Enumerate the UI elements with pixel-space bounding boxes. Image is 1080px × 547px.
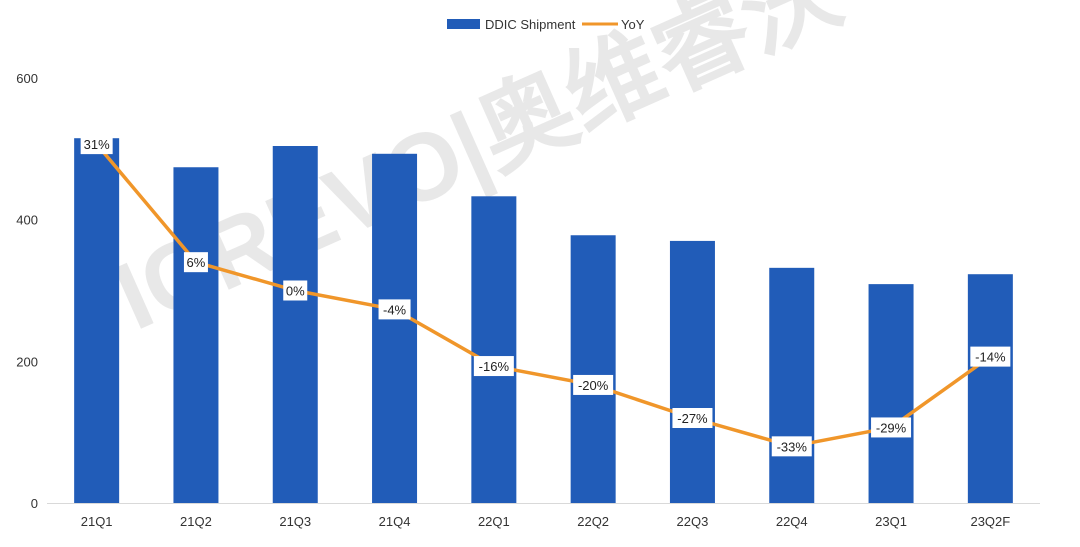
x-tick-label: 22Q2 [577,514,609,529]
yoy-data-label: -20% [578,378,609,393]
x-tick-label: 21Q3 [279,514,311,529]
yoy-data-label: -14% [975,350,1006,365]
yoy-label-box [871,417,912,438]
yoy-label-box [672,408,713,428]
x-tick-label: 23Q1 [875,514,907,529]
bar-21Q3 [272,146,318,503]
yoy-data-label: 6% [187,255,206,270]
yoy-data-label: -33% [777,439,808,454]
y-tick-label: 200 [16,354,38,369]
x-tick-label: 22Q4 [776,514,808,529]
yoy-label-box [183,252,208,273]
bar-22Q4 [769,267,815,503]
yoy-data-label: 31% [84,137,110,152]
x-tick-label: 21Q4 [379,514,411,529]
yoy-label-box [573,374,614,395]
y-tick-label: 400 [16,213,38,228]
bar-22Q2 [570,235,616,503]
bar-23Q2F [967,274,1013,503]
x-tick-label: 21Q2 [180,514,212,529]
yoy-label-box [473,356,514,377]
y-tick-label: 600 [16,71,38,86]
x-tick-label: 22Q3 [677,514,709,529]
yoy-data-label: -4% [383,302,407,317]
yoy-data-label: -29% [876,420,907,435]
yoy-line [95,142,992,449]
yoy-label-box [378,299,411,320]
yoy-data-label: -16% [479,359,510,374]
bar-21Q2 [173,167,219,503]
y-tick-label: 0 [31,496,38,511]
yoy-data-label: -27% [677,411,708,426]
legend-label-ddic-shipment: DDIC Shipment [485,17,576,32]
yoy-data-label: 0% [286,284,305,299]
x-tick-label: 23Q2F [970,514,1010,529]
yoy-label-box [771,436,812,457]
bar-21Q4 [372,153,418,503]
bar-22Q1 [471,196,517,503]
x-tick-label: 21Q1 [81,514,113,529]
legend-label-yoy: YoY [621,17,645,32]
bar-23Q1 [868,284,914,503]
yoy-label-box [80,134,113,155]
yoy-label-box [970,346,1011,367]
bar-21Q1 [74,138,120,504]
yoy-label-box [283,280,308,301]
legend-swatch-ddic-shipment [447,19,480,29]
bar-22Q3 [669,240,715,503]
x-tick-label: 22Q1 [478,514,510,529]
